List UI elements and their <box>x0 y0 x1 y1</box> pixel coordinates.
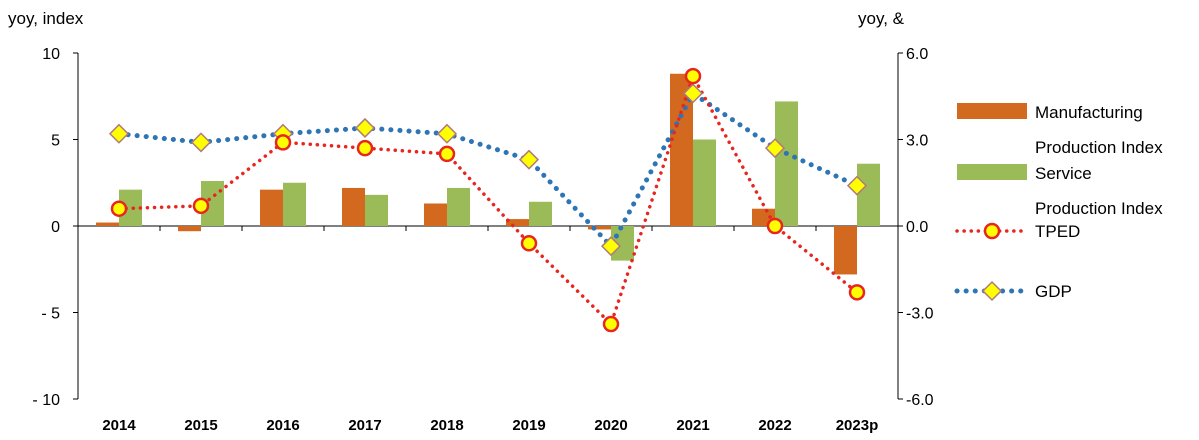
legend-service-swatch <box>957 164 1027 180</box>
tped-point-2015 <box>192 197 210 215</box>
right-axis-title: yoy, & <box>858 9 905 28</box>
x-tick-label: 2023p <box>836 417 879 434</box>
right-tick-label: -3.0 <box>906 306 934 323</box>
tped-point-2020 <box>602 315 620 333</box>
x-tick-label: 2018 <box>430 417 463 434</box>
x-tick-label: 2017 <box>348 417 381 434</box>
legend-gdp-marker <box>981 280 1003 302</box>
legend-manufacturing-swatch <box>957 103 1027 119</box>
tped-point-2019 <box>520 235 538 252</box>
lines <box>108 67 868 333</box>
x-tick-label: 2015 <box>184 417 217 434</box>
left-tick-label: 10 <box>42 46 60 63</box>
bar-service-2019 <box>529 201 552 226</box>
axes: 10 5 0 - 5 - 10 6.0 3.0 0.0 -3.0 -6.0 2014 2015 2016… <box>8 9 934 434</box>
tped-line <box>117 71 859 328</box>
gdp-point-2018 <box>436 123 458 144</box>
x-tick-label: 2019 <box>512 417 545 434</box>
gdp-line <box>116 89 860 251</box>
legend: Manufacturing Production Index Service Prod… <box>954 103 1163 302</box>
bar-manufacturing-2020 <box>588 226 611 230</box>
gdp-point-2020 <box>600 236 622 257</box>
right-tick-label: 6.0 <box>906 46 928 63</box>
left-axis-title: yoy, index <box>8 9 84 28</box>
legend-gdp-label: GDP <box>1035 282 1072 301</box>
bar-manufacturing-2017 <box>342 187 365 226</box>
legend-service-label: Service <box>1035 164 1092 183</box>
tped-point-2023p <box>848 284 866 301</box>
left-tick-label: - 10 <box>32 392 60 409</box>
bar-service-2023p <box>857 163 880 226</box>
bar-service-2015 <box>201 181 224 226</box>
tped-point-2014 <box>110 200 128 217</box>
tped-point-2022 <box>766 217 784 235</box>
tped-point-2021 <box>684 67 702 85</box>
gdp-point-2017 <box>354 117 376 139</box>
x-tick-label: 2016 <box>266 417 299 434</box>
bar-service-2022 <box>775 101 798 226</box>
bar-service-2021 <box>693 139 716 226</box>
bars <box>96 73 880 275</box>
legend-manufacturing-sublabel: Production Index <box>1035 138 1163 157</box>
right-tick-label: -6.0 <box>906 392 934 409</box>
bar-manufacturing-2021 <box>670 73 693 226</box>
gdp-point-2022 <box>764 138 786 159</box>
legend-tped-label: TPED <box>1035 222 1080 241</box>
right-tick-label: 3.0 <box>906 133 928 150</box>
left-tick-label: - 5 <box>41 306 60 323</box>
right-tick-label: 0.0 <box>906 219 928 236</box>
bar-manufacturing-2019 <box>506 219 529 226</box>
bar-manufacturing-2014 <box>96 222 119 226</box>
gdp-point-2014 <box>108 123 130 144</box>
left-tick-label: 0 <box>51 219 60 236</box>
legend-manufacturing-label: Manufacturing <box>1035 103 1143 122</box>
left-tick-label: 5 <box>51 133 60 150</box>
bar-manufacturing-2016 <box>260 189 283 226</box>
bar-manufacturing-2023p <box>834 226 857 275</box>
x-tick-label: 2022 <box>758 417 791 434</box>
gdp-point-2019 <box>518 149 540 170</box>
legend-service-sublabel: Production Index <box>1035 199 1163 218</box>
bar-service-2017 <box>365 194 388 226</box>
x-tick-label: 2020 <box>594 417 627 434</box>
bar-service-2014 <box>119 189 142 226</box>
gdp-point-2023p <box>846 175 868 196</box>
bar-service-2016 <box>283 182 306 226</box>
x-tick-label: 2014 <box>102 417 136 434</box>
tped-point-2016 <box>274 134 292 151</box>
bar-manufacturing-2018 <box>424 203 447 226</box>
tped-point-2017 <box>356 139 374 157</box>
legend-tped-marker <box>983 222 1001 240</box>
bar-manufacturing-2015 <box>178 226 201 232</box>
x-tick-label: 2021 <box>676 417 709 434</box>
gdp-point-2021 <box>682 83 704 104</box>
gdp-point-2015 <box>190 132 212 153</box>
tped-point-2018 <box>438 145 456 163</box>
bar-service-2018 <box>447 187 470 226</box>
